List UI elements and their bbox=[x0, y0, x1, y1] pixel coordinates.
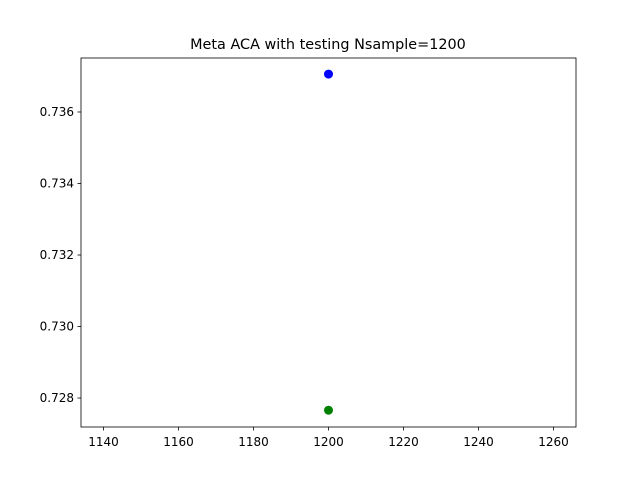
y-tick-label: 0.728 bbox=[40, 391, 74, 405]
y-tick-label: 0.736 bbox=[40, 105, 74, 119]
y-tick-label: 0.732 bbox=[40, 248, 74, 262]
x-tick-label: 1200 bbox=[313, 435, 344, 449]
x-tick-label: 1240 bbox=[463, 435, 494, 449]
y-tick-label: 0.730 bbox=[40, 320, 74, 334]
axes-frame bbox=[80, 57, 577, 428]
x-tick-label: 1160 bbox=[163, 435, 194, 449]
x-tick-label: 1140 bbox=[88, 435, 119, 449]
x-tick-label: 1180 bbox=[238, 435, 269, 449]
point bbox=[324, 69, 333, 79]
y-tick-label: 0.734 bbox=[40, 177, 74, 191]
x-tick-label: 1220 bbox=[388, 435, 419, 449]
point bbox=[324, 405, 333, 415]
x-tick-label: 1260 bbox=[538, 435, 569, 449]
chart-title: Meta ACA with testing Nsample=1200 bbox=[190, 37, 466, 53]
